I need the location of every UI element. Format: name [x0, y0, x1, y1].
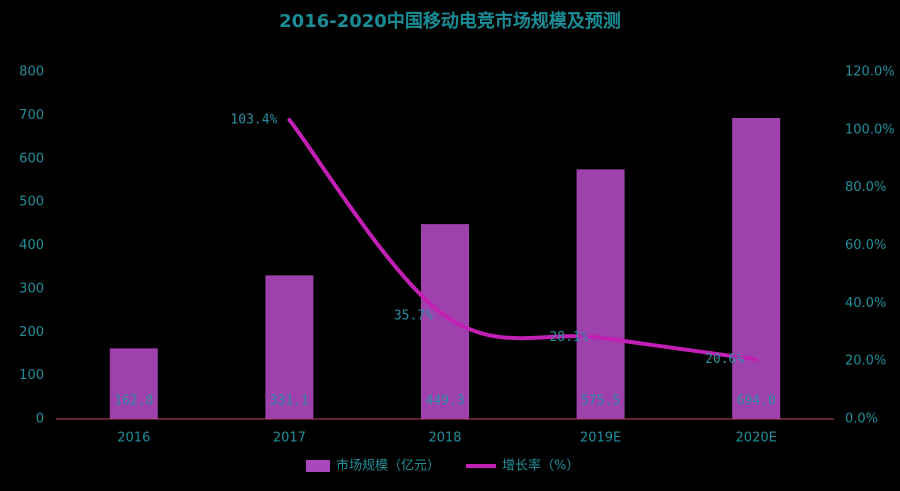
- data-label: 575.5: [581, 394, 620, 409]
- bar: [732, 117, 781, 419]
- y-tick-label: 100: [19, 368, 44, 383]
- data-label: 694.0: [737, 394, 776, 409]
- legend-swatch: [306, 460, 330, 472]
- y2-tick-label: 60.0%: [845, 238, 886, 253]
- x-tick-label: 2017: [273, 431, 306, 446]
- y-tick-label: 300: [19, 281, 44, 296]
- data-label: 331.1: [270, 394, 309, 409]
- legend-label: 市场规模（亿元）: [336, 458, 440, 474]
- bar: [576, 169, 625, 419]
- bar: [265, 275, 314, 419]
- y-tick-label: 700: [19, 108, 44, 123]
- y-tick-label: 800: [19, 65, 44, 80]
- y2-tick-label: 40.0%: [845, 296, 886, 311]
- bar: [109, 348, 158, 419]
- data-label: 103.4%: [230, 113, 277, 128]
- bar: [421, 224, 469, 419]
- y2-tick-label: 120.0%: [845, 65, 895, 80]
- y-tick-label: 400: [19, 238, 44, 253]
- y-tick-label: 0: [36, 412, 44, 427]
- y2-tick-label: 0.0%: [845, 412, 878, 427]
- data-label: 28.1%: [549, 330, 588, 345]
- y2-tick-label: 100.0%: [845, 122, 895, 137]
- legend-label: 增长率（%）: [502, 458, 579, 474]
- data-label: 35.7%: [394, 308, 433, 323]
- x-tick-label: 2020E: [736, 431, 777, 446]
- data-label: 449.3: [425, 394, 464, 409]
- y-tick-label: 500: [19, 195, 44, 210]
- data-label: 20.6%: [705, 352, 744, 367]
- line: [287, 118, 759, 362]
- y2-tick-label: 20.0%: [845, 354, 886, 369]
- x-tick-label: 2016: [117, 431, 150, 446]
- y-tick-label: 600: [19, 151, 44, 166]
- x-tick-label: 2018: [428, 431, 461, 446]
- chart-title: 2016-2020中国移动电竞市场规模及预测: [279, 10, 621, 32]
- y-tick-label: 200: [19, 325, 44, 340]
- data-label: 162.8: [114, 394, 153, 409]
- x-tick-label: 2019E: [580, 431, 621, 446]
- y2-tick-label: 80.0%: [845, 180, 886, 195]
